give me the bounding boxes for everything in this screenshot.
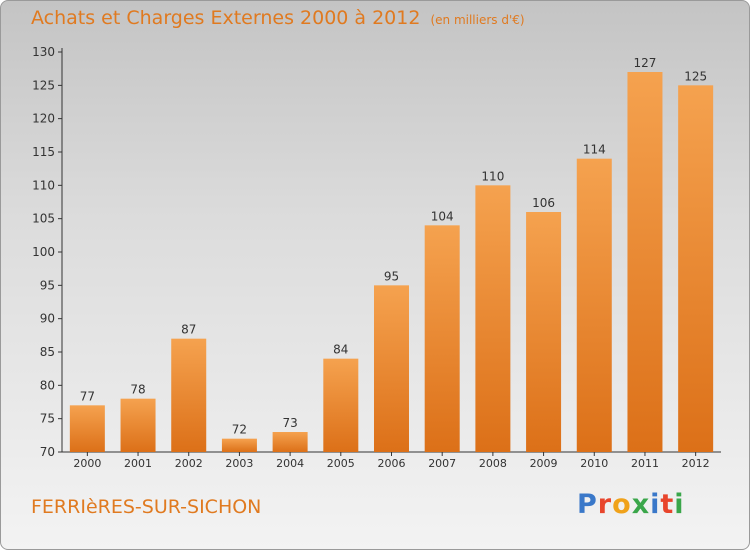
data-label: 95 xyxy=(384,269,399,283)
data-label: 104 xyxy=(431,209,454,223)
y-tick-label: 105 xyxy=(32,212,55,226)
data-label: 125 xyxy=(684,69,707,83)
x-tick-label: 2003 xyxy=(225,457,253,470)
x-tick-label: 2012 xyxy=(682,457,710,470)
x-tick-label: 2006 xyxy=(378,457,406,470)
data-label: 106 xyxy=(532,196,555,210)
bar xyxy=(69,405,105,452)
bar xyxy=(374,285,409,452)
y-tick-label: 75 xyxy=(40,412,55,426)
bar xyxy=(272,432,308,452)
chart-title: Achats et Charges Externes 2000 à 2012 (e… xyxy=(31,7,525,29)
data-label: 77 xyxy=(80,389,95,403)
x-tick-label: 2002 xyxy=(175,457,203,470)
x-tick-label: 2004 xyxy=(276,457,304,470)
y-tick-label: 115 xyxy=(32,145,55,159)
y-tick-label: 70 xyxy=(40,445,55,459)
x-tick-label: 2001 xyxy=(124,457,152,470)
x-tick-label: 2009 xyxy=(530,457,558,470)
bar xyxy=(424,225,460,452)
y-tick-label: 125 xyxy=(32,78,55,92)
data-label: 73 xyxy=(282,416,297,430)
data-label: 84 xyxy=(333,343,348,357)
y-tick-label: 100 xyxy=(32,245,55,259)
y-tick-label: 120 xyxy=(32,112,55,126)
bar xyxy=(526,212,562,452)
data-label: 72 xyxy=(232,423,247,437)
y-tick-label: 90 xyxy=(40,312,55,326)
y-tick-label: 80 xyxy=(40,378,55,392)
x-tick-label: 2010 xyxy=(580,457,608,470)
commune-name: FERRIèRES-SUR-SICHON xyxy=(31,496,262,518)
bar xyxy=(221,438,257,452)
y-tick-label: 95 xyxy=(40,278,55,292)
bar xyxy=(475,185,511,453)
bar xyxy=(627,72,663,452)
data-label: 78 xyxy=(130,383,145,397)
bar xyxy=(323,358,359,452)
x-tick-label: 2008 xyxy=(479,457,507,470)
proxiti-logo: Proxiti xyxy=(577,489,685,520)
x-tick-label: 2005 xyxy=(327,457,355,470)
bar xyxy=(120,398,156,452)
bar xyxy=(171,338,207,452)
bar xyxy=(576,158,612,452)
chart-title-text: Achats et Charges Externes 2000 à 2012 xyxy=(31,7,421,29)
x-tick-label: 2000 xyxy=(73,457,101,470)
data-label: 87 xyxy=(181,323,196,337)
chart-unit: (en milliers d'€) xyxy=(430,13,525,27)
y-tick-label: 110 xyxy=(32,178,55,192)
y-tick-label: 85 xyxy=(40,345,55,359)
y-tick-label: 130 xyxy=(32,45,55,59)
data-label: 114 xyxy=(583,143,606,157)
x-tick-label: 2011 xyxy=(631,457,659,470)
bar xyxy=(678,85,714,452)
data-label: 110 xyxy=(481,169,504,183)
data-label: 127 xyxy=(634,56,657,70)
x-tick-label: 2007 xyxy=(428,457,456,470)
